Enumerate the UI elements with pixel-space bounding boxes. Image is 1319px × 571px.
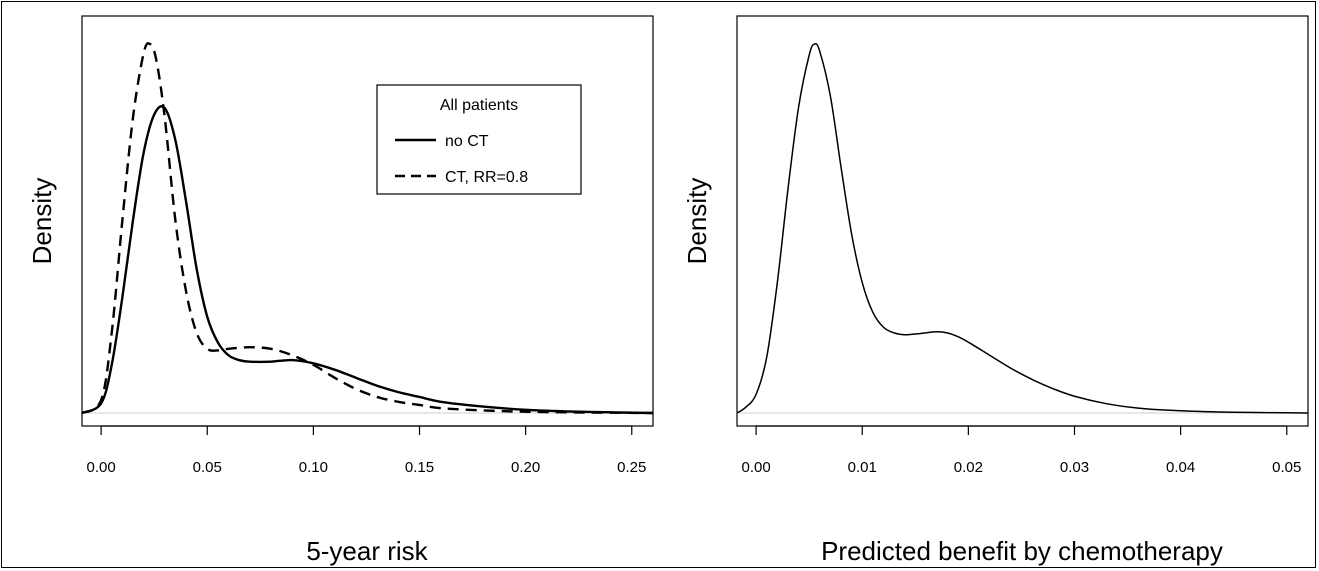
- x-tick-label: 0.10: [299, 459, 328, 476]
- right-x-axis-title: Predicted benefit by chemotherapy: [821, 536, 1223, 566]
- x-tick-label: 0.15: [405, 459, 434, 476]
- x-tick-label: 0.04: [1166, 459, 1195, 476]
- x-tick-label: 0.00: [87, 459, 116, 476]
- legend-label-ct: CT, RR=0.8: [445, 169, 528, 186]
- left-y-axis-title: Density: [27, 178, 57, 265]
- series-line-dashed: [81, 42, 654, 415]
- x-tick-label: 0.05: [1272, 459, 1301, 476]
- x-tick-label: 0.25: [617, 459, 646, 476]
- right-panel: 0.00 0.01 0.02 0.03 0.04 0.05 Predicted benef…: [682, 15, 1309, 566]
- left-plot-box: [81, 15, 654, 427]
- right-plot-box: [736, 15, 1309, 427]
- x-tick-label: 0.01: [848, 459, 877, 476]
- legend-label-no-ct: no CT: [445, 133, 489, 150]
- left-panel: 0.00 0.05 0.10 0.15 0.20 0.25 5-year risk Den…: [27, 15, 654, 566]
- x-tick-label: 0.05: [193, 459, 222, 476]
- x-tick-label: 0.20: [511, 459, 540, 476]
- left-curves: [81, 42, 654, 415]
- series-line-solid: [81, 105, 654, 415]
- x-tick-label: 0.03: [1060, 459, 1089, 476]
- legend: All patients no CT CT, RR=0.8: [376, 84, 582, 195]
- series-line-solid: [736, 42, 1309, 414]
- left-x-axis-title: 5-year risk: [306, 536, 428, 566]
- right-curves: [736, 42, 1309, 414]
- left-x-axis: 0.00 0.05 0.10 0.15 0.20 0.25: [87, 425, 646, 476]
- x-tick-label: 0.02: [954, 459, 983, 476]
- legend-title: All patients: [440, 97, 518, 114]
- right-y-axis-title: Density: [682, 178, 712, 265]
- x-tick-label: 0.00: [742, 459, 771, 476]
- right-x-axis: 0.00 0.01 0.02 0.03 0.04 0.05: [742, 425, 1301, 476]
